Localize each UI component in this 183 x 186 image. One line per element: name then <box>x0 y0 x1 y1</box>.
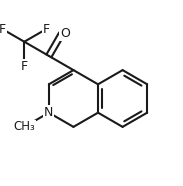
Text: F: F <box>21 60 28 73</box>
Text: N: N <box>44 106 54 119</box>
Text: CH₃: CH₃ <box>13 120 35 133</box>
Text: F: F <box>42 23 49 36</box>
Text: O: O <box>60 27 70 40</box>
Text: F: F <box>0 23 6 36</box>
